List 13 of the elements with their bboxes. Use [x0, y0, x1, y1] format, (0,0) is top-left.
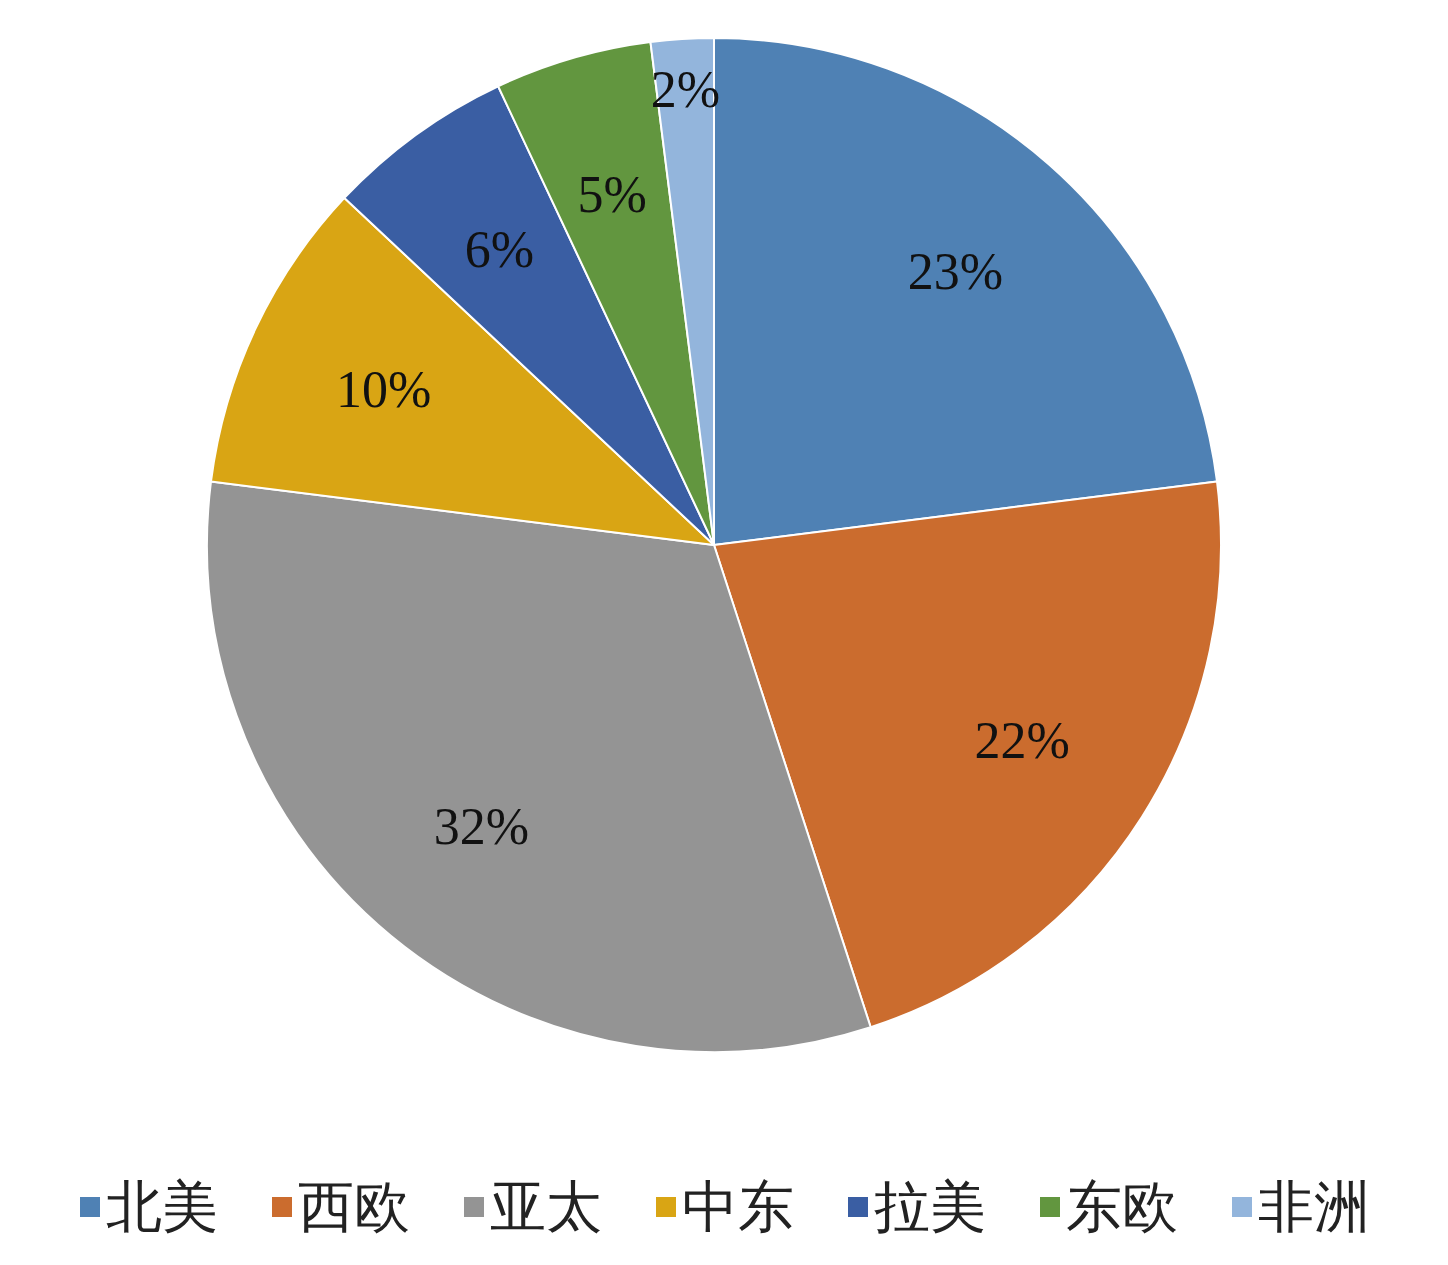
data-label: 22%: [974, 712, 1070, 770]
legend-label: 拉美: [874, 1176, 986, 1238]
data-label: 10%: [336, 361, 432, 419]
legend-label: 北美: [106, 1176, 218, 1238]
legend-label: 东欧: [1066, 1176, 1178, 1238]
legend-label: 非洲: [1258, 1176, 1370, 1238]
data-label: 32%: [433, 797, 529, 855]
data-label: 6%: [464, 221, 535, 279]
legend-label: 亚太: [490, 1176, 602, 1238]
data-label: 5%: [577, 165, 647, 223]
data-label: 23%: [907, 242, 1004, 300]
legend-label: 西欧: [298, 1176, 410, 1238]
legend-label: 中东: [682, 1176, 794, 1238]
